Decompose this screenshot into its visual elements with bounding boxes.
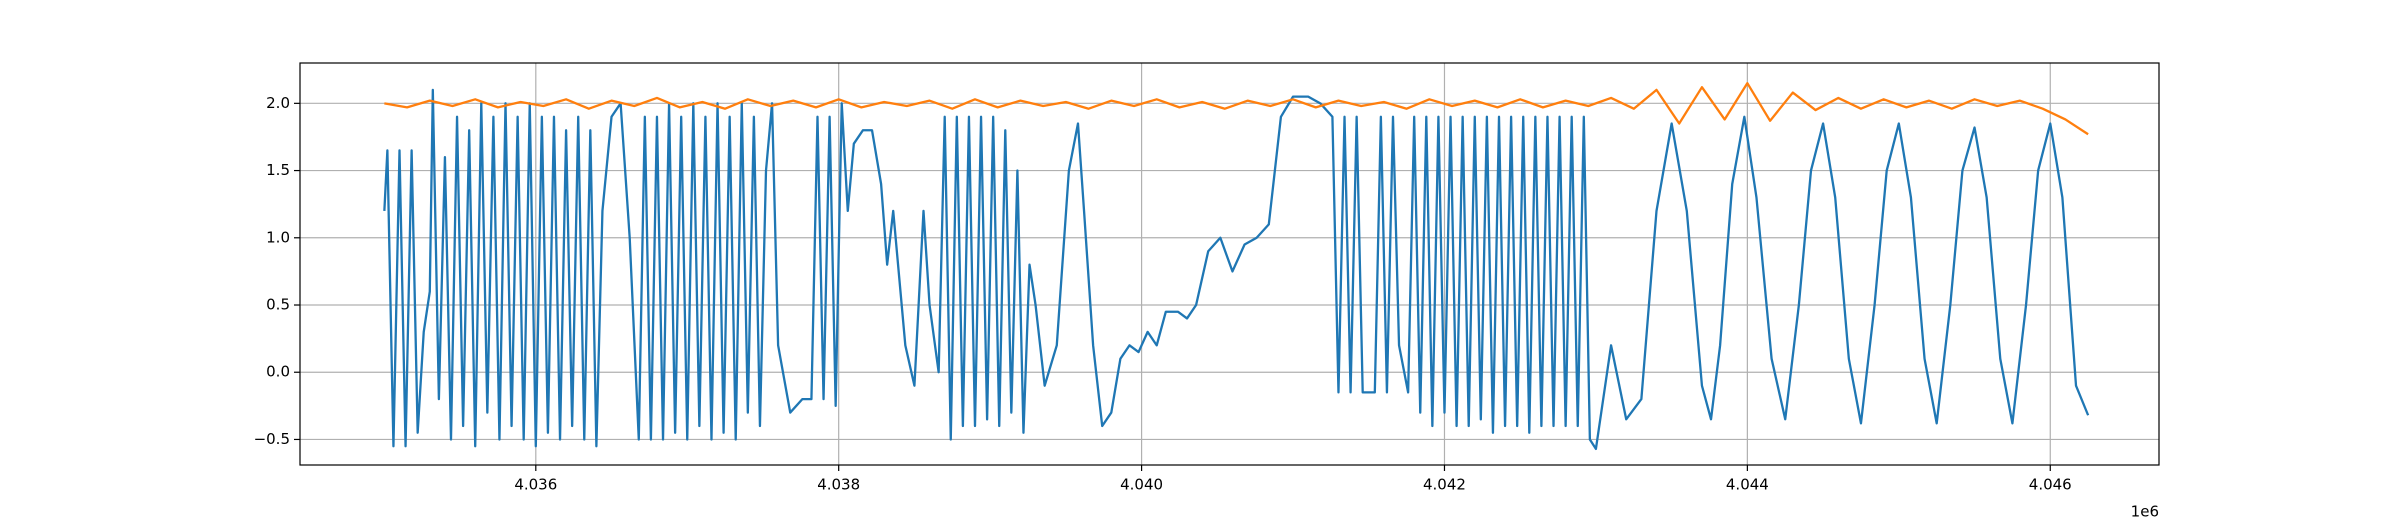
y-tick-label: 1.0 — [266, 228, 290, 246]
y-tick-label: 0.5 — [266, 296, 290, 314]
x-tick-label: 4.042 — [1423, 476, 1466, 494]
lines-layer — [383, 82, 2090, 451]
x-tick-label: 4.046 — [2029, 476, 2072, 494]
y-tick-label: 1.5 — [266, 161, 290, 179]
labels-layer: 4.036 4.038 4.040 4.042 4.044 4.046 −0.5 0.0 0.5… — [254, 94, 2072, 494]
x-tick-label: 4.040 — [1120, 476, 1163, 494]
x-offset-label: 1e6 — [2131, 503, 2159, 521]
y-tick-label: 2.0 — [266, 94, 290, 112]
x-tick-label: 4.036 — [514, 476, 557, 494]
axes-frame — [299, 62, 2160, 466]
data-line — [384, 82, 2089, 136]
y-tick-label: 0.0 — [266, 363, 290, 381]
y-tick-label: −0.5 — [254, 430, 290, 448]
x-tick-label: 4.038 — [817, 476, 860, 494]
x-tick-label: 4.044 — [1726, 476, 1769, 494]
data-line — [383, 88, 2090, 451]
